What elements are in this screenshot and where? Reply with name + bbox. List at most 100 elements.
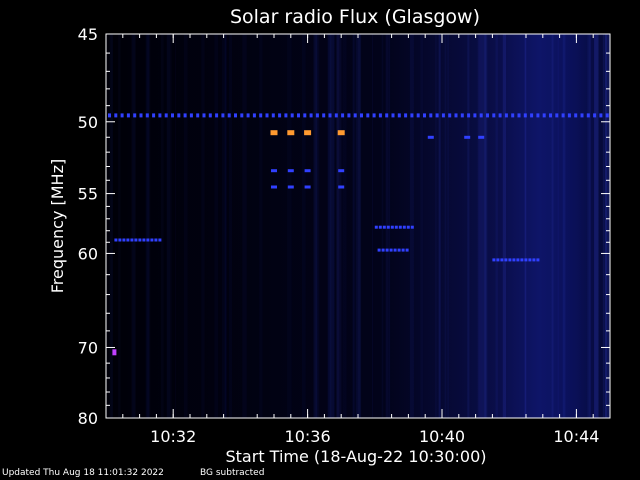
rfi-dash	[378, 113, 382, 118]
noise-streak	[437, 34, 441, 418]
rfi-segment	[390, 225, 394, 229]
rfi-dash	[460, 113, 464, 118]
rfi-segment	[381, 248, 385, 252]
rfi-dash	[435, 113, 439, 118]
noise-streak	[147, 34, 151, 418]
noise-streak	[557, 34, 559, 418]
rfi-dash	[523, 113, 527, 118]
rfi-segment	[524, 258, 528, 262]
x-axis-tick-labels: 10:32 10:36 10:40 10:44	[150, 427, 599, 446]
rfi-dash	[133, 113, 137, 118]
noise-streak	[355, 34, 361, 418]
y-tick-label: 70	[78, 339, 98, 358]
bg-subtracted-note: BG subtracted	[200, 468, 265, 478]
x-tick-label: 10:32	[150, 427, 196, 446]
rfi-dash	[448, 113, 452, 118]
noise-streak	[336, 34, 340, 418]
rfi-dash	[366, 113, 370, 118]
noise-streak	[166, 34, 172, 418]
rfi-dash	[410, 113, 414, 118]
rfi-segment	[516, 258, 520, 262]
rfi-segment	[114, 238, 118, 242]
rfi-segment	[138, 238, 142, 242]
noise-streak	[214, 34, 219, 418]
rfi-dash	[404, 113, 408, 118]
rfi-dash	[221, 113, 225, 118]
rfi-dash	[234, 113, 237, 118]
rfi-dash	[315, 113, 319, 118]
noise-streak	[259, 34, 263, 418]
rfi-dash	[259, 113, 263, 118]
emission-spot	[287, 169, 294, 173]
rfi-dash	[114, 113, 118, 118]
emission-spot	[271, 185, 277, 189]
rfi-dash	[423, 113, 426, 118]
rfi-segment	[118, 238, 122, 242]
rfi-segment	[406, 225, 410, 229]
rfi-dash	[164, 113, 168, 118]
noise-streak	[604, 34, 610, 418]
noise-streak	[313, 34, 318, 418]
noise-streak	[109, 34, 113, 418]
rfi-dash	[309, 113, 313, 118]
rfi-dash	[536, 113, 540, 118]
noise-streak	[605, 34, 607, 418]
noise-streak	[224, 34, 227, 418]
rfi-segment	[142, 238, 146, 242]
x-axis-ticks	[122, 34, 594, 418]
noise-streak	[201, 34, 205, 418]
rfi-dash	[215, 113, 219, 118]
x-axis-label: Start Time (18-Aug-22 10:30:00)	[226, 447, 487, 466]
rfi-dash	[152, 113, 156, 118]
rfi-dash	[158, 113, 162, 118]
rfi-dash	[561, 113, 565, 118]
noise-streak	[372, 34, 374, 418]
rfi-segment	[122, 238, 126, 242]
rfi-dash	[467, 113, 471, 118]
noise-streak	[594, 34, 599, 418]
intense-spot	[337, 130, 345, 136]
noise-streak	[302, 34, 306, 418]
noise-streak	[161, 34, 164, 418]
noise-streak	[482, 34, 486, 418]
noise-streak	[357, 34, 362, 418]
rfi-segment	[402, 225, 406, 229]
rfi-dash	[542, 113, 546, 118]
emission-features	[108, 113, 609, 356]
noise-streak	[477, 34, 483, 418]
y-tick-label: 50	[78, 113, 98, 132]
rfi-dash	[120, 113, 124, 118]
rfi-dash	[479, 113, 483, 118]
rfi-dash	[189, 113, 193, 118]
rfi-dash	[171, 113, 174, 118]
rfi-dash	[278, 113, 282, 118]
noise-streak	[146, 34, 149, 418]
rfi-dash	[227, 113, 231, 118]
rfi-segment	[154, 238, 158, 242]
noise-streak	[329, 34, 334, 418]
rfi-dash	[322, 113, 326, 118]
noise-streak	[420, 34, 424, 418]
noise-streak	[132, 34, 135, 418]
rfi-dash	[580, 113, 584, 118]
rfi-dash	[567, 113, 571, 118]
rfi-segment	[130, 238, 134, 242]
rfi-segment	[397, 248, 401, 252]
noise-streak	[524, 34, 527, 418]
noise-streak	[355, 34, 358, 418]
noise-streak	[602, 34, 605, 418]
y-tick-label: 45	[78, 25, 98, 44]
rfi-dash	[429, 113, 433, 118]
rfi-segment	[393, 248, 397, 252]
rfi-dash	[202, 113, 206, 118]
rfi-dash	[303, 113, 307, 118]
rfi-dash	[284, 113, 288, 118]
y-tick-label: 80	[78, 409, 98, 428]
rfi-dash	[108, 113, 111, 118]
rfi-dash	[353, 113, 357, 118]
rfi-segment	[394, 225, 398, 229]
rfi-dash	[504, 113, 508, 118]
rfi-dash	[397, 113, 401, 118]
noise-streak	[174, 34, 176, 418]
